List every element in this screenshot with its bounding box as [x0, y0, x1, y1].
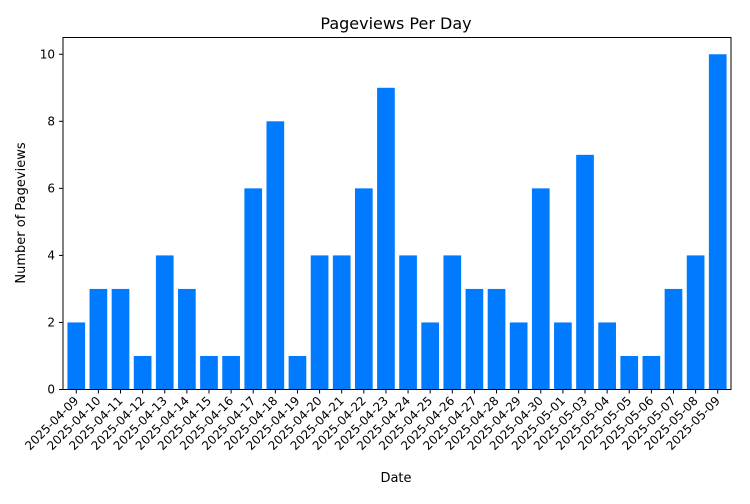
bar-2025-04-28: [487, 288, 506, 390]
bar-2025-04-29: [509, 322, 528, 390]
bar-2025-04-22: [354, 188, 373, 390]
bar-2025-05-09: [708, 54, 727, 390]
bar-2025-05-08: [686, 255, 705, 390]
bar-2025-04-09: [67, 322, 86, 390]
bar-2025-04-30: [531, 188, 550, 390]
bars-group: [67, 54, 727, 390]
bar-2025-04-14: [178, 288, 196, 390]
y-axis-label: Number of Pageviews: [14, 142, 29, 283]
y-tick-label: 6: [47, 181, 55, 195]
bar-2025-04-21: [332, 255, 351, 390]
y-axis: 0 2 4 6 8 10: [40, 47, 63, 397]
bar-2025-04-16: [222, 355, 240, 390]
bar-2025-04-11: [111, 288, 130, 390]
x-axis-label: Date: [380, 471, 411, 486]
bar-2025-04-10: [89, 288, 108, 390]
bar-2025-04-19: [288, 355, 307, 390]
chart-title: Pageviews Per Day: [320, 14, 471, 33]
bar-2025-04-13: [155, 255, 174, 390]
bar-2025-05-01: [554, 322, 572, 390]
bar-2025-05-04: [598, 322, 616, 390]
plot-frame: [62, 37, 732, 390]
bar-2025-04-12: [133, 355, 152, 390]
bar-2025-04-26: [443, 255, 462, 390]
bar-2025-05-05: [620, 355, 639, 390]
bar-2025-05-07: [664, 288, 683, 390]
bar-2025-04-27: [465, 288, 484, 390]
bar-2025-04-20: [310, 255, 329, 390]
bar-2025-04-23: [377, 87, 395, 390]
bar-2025-05-03: [576, 154, 594, 390]
y-tick-label: 8: [47, 114, 55, 128]
y-tick-label: 2: [47, 315, 55, 329]
y-tick-label: 10: [40, 47, 55, 61]
x-axis: 2025-04-092025-04-102025-04-112025-04-12…: [22, 389, 723, 453]
bar-2025-04-18: [266, 121, 285, 390]
bar-2025-04-25: [421, 322, 440, 390]
bar-2025-04-15: [200, 355, 218, 390]
bar-2025-05-06: [642, 355, 661, 390]
y-tick-label: 4: [47, 248, 55, 262]
bar-2025-04-24: [399, 255, 417, 390]
y-tick-label: 0: [47, 383, 55, 397]
bar-2025-04-17: [244, 188, 263, 390]
